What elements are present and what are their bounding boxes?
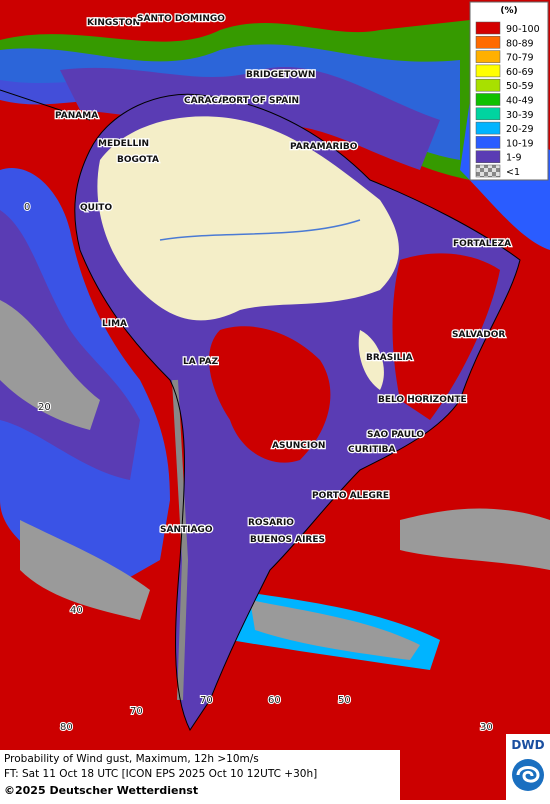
legend-swatch (475, 164, 501, 178)
legend-label: 50-59 (506, 81, 534, 92)
grid-label: 30 (480, 722, 493, 733)
legend-label: 30-39 (506, 110, 534, 121)
legend-label: <1 (506, 167, 520, 178)
logo-text: DWD (511, 738, 544, 752)
city-label: BUENOS AIRES (250, 535, 325, 545)
city-label: SAO PAULO (367, 430, 424, 440)
city-label: PARAMARIBO (290, 142, 358, 152)
legend-swatch (475, 50, 501, 63)
legend-swatch (475, 107, 501, 121)
legend-swatch (475, 136, 501, 149)
legend-label: 1-9 (506, 153, 522, 164)
legend-label: 80-89 (506, 38, 534, 49)
city-label: ROSARIO (248, 518, 294, 528)
legend-title: (%) (500, 6, 517, 16)
legend-label: 70-79 (506, 53, 534, 64)
city-label: FORTALEZA (453, 239, 511, 249)
city-label: PORTO ALEGRE (312, 491, 389, 501)
legend-label: 20-29 (506, 124, 534, 135)
grid-labels: 0 20 40 80 70 70 60 50 30 (23, 201, 494, 734)
city-label: BELO HORIZONTE (378, 395, 467, 405)
legend-swatch (475, 36, 501, 49)
grid-label: 80 (60, 722, 73, 733)
city-label: SANTIAGO (160, 525, 213, 535)
city-label: PORT OF SPAIN (222, 96, 299, 106)
copyright: ©2025 Deutscher Wetterdienst (4, 784, 198, 797)
grid-label: 50 (338, 695, 351, 706)
legend-swatch (475, 121, 501, 135)
city-label: BRIDGETOWN (246, 70, 315, 80)
caption-line: FT: Sat 11 Oct 18 UTC [ICON EPS 2025 Oct… (4, 768, 317, 780)
grid-label: 20 (38, 402, 51, 413)
legend-swatch (475, 93, 501, 106)
city-label: MEDELLIN (98, 139, 149, 149)
legend: (%) 90-100 80-89 70-79 60-69 50-59 40-49 30-39… (469, 1, 549, 181)
legend-swatch (475, 21, 501, 35)
grid-label: 70 (200, 695, 213, 706)
city-label: SANTO DOMINGO (137, 14, 225, 24)
city-label: KINGSTON (87, 18, 140, 28)
legend-label: 60-69 (506, 67, 534, 78)
logo-icon (512, 759, 544, 791)
city-label: LIMA (102, 319, 127, 329)
city-label: CURITIBA (348, 445, 396, 455)
legend-label: 40-49 (506, 96, 534, 107)
caption-box (0, 750, 400, 800)
grid-label: 70 (130, 706, 143, 717)
grid-label: 60 (268, 695, 281, 706)
legend-swatch (475, 64, 501, 78)
legend-swatch (475, 78, 501, 92)
legend-swatch (475, 150, 501, 163)
city-label: CARACAS (184, 96, 232, 106)
grid-label: 0 (24, 202, 30, 213)
city-label: LA PAZ (183, 357, 219, 367)
grid-label: 40 (70, 605, 83, 616)
city-label: BRASILIA (366, 353, 413, 363)
legend-label: 90-100 (506, 24, 540, 35)
legend-label: 10-19 (506, 138, 534, 149)
city-label: SALVADOR (452, 330, 505, 340)
city-label: PANAMA (55, 111, 98, 121)
continent (0, 89, 521, 731)
caption-line: Probability of Wind gust, Maximum, 12h >… (4, 753, 259, 765)
city-label: ASUNCION (272, 441, 325, 451)
city-label: QUITO (80, 203, 112, 213)
city-label: BOGOTA (117, 155, 159, 165)
